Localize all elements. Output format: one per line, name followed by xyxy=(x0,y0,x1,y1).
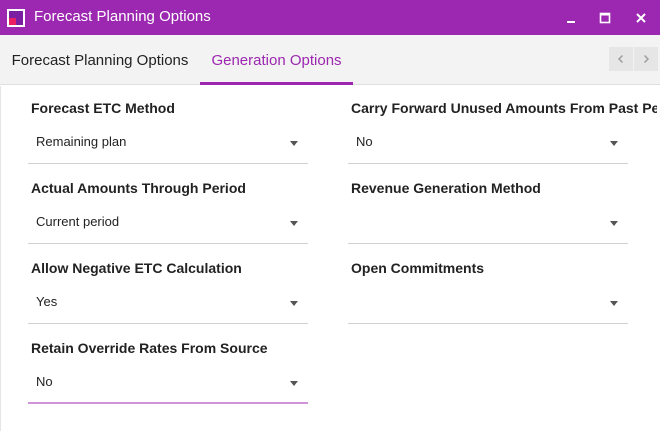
field-label: Carry Forward Unused Amounts From Past P… xyxy=(351,100,657,116)
tab-label: Forecast Planning Options xyxy=(11,51,189,69)
minimize-button[interactable] xyxy=(554,0,588,35)
active-tab-indicator xyxy=(200,82,353,85)
close-button[interactable] xyxy=(624,0,658,35)
select-value: Yes xyxy=(36,294,58,309)
field-label: Allow Negative ETC Calculation xyxy=(31,260,242,276)
field-label: Actual Amounts Through Period xyxy=(31,180,246,196)
app-icon xyxy=(7,9,25,27)
caret-down-icon xyxy=(610,221,618,226)
maximize-icon xyxy=(599,12,611,23)
tab-label: Generation Options xyxy=(211,51,342,69)
window-title: Forecast Planning Options xyxy=(34,8,211,25)
carry-forward-unused-select[interactable]: No xyxy=(348,124,628,164)
field-label: Retain Override Rates From Source xyxy=(31,340,268,356)
field-label: Open Commitments xyxy=(351,260,485,276)
tab-scroll-left-button[interactable] xyxy=(609,47,633,71)
caret-down-icon xyxy=(290,301,298,306)
allow-negative-etc-select[interactable]: Yes xyxy=(28,284,308,324)
retain-override-rates-select[interactable]: No xyxy=(28,364,308,404)
open-commitments-select[interactable] xyxy=(348,284,628,324)
right-column: Carry Forward Unused Amounts From Past P… xyxy=(347,86,657,431)
tab-forecast-planning-options[interactable]: Forecast Planning Options xyxy=(0,35,200,85)
caret-down-icon xyxy=(290,381,298,386)
close-icon xyxy=(636,12,646,23)
forecast-etc-method-select[interactable]: Remaining plan xyxy=(28,124,308,164)
caret-down-icon xyxy=(290,141,298,146)
generation-options-panel: Forecast ETC Method Remaining plan Actua… xyxy=(0,86,660,431)
revenue-generation-method-select[interactable] xyxy=(348,204,628,244)
tab-scroll-right-button[interactable] xyxy=(634,47,658,71)
select-value: No xyxy=(356,134,373,149)
field-label: Forecast ETC Method xyxy=(31,100,175,116)
minimize-icon xyxy=(567,20,575,23)
maximize-button[interactable] xyxy=(588,0,622,35)
tab-generation-options[interactable]: Generation Options xyxy=(200,35,353,85)
caret-down-icon xyxy=(610,141,618,146)
select-value: Current period xyxy=(36,214,120,229)
caret-down-icon xyxy=(290,221,298,226)
tab-bar: Forecast Planning Options Generation Opt… xyxy=(0,35,660,85)
caret-down-icon xyxy=(610,301,618,306)
title-bar: Forecast Planning Options xyxy=(0,0,660,35)
select-value: No xyxy=(36,374,53,389)
field-label: Revenue Generation Method xyxy=(351,180,541,196)
chevron-right-icon xyxy=(643,54,650,64)
select-value: Remaining plan xyxy=(36,134,127,149)
chevron-left-icon xyxy=(617,54,624,64)
actual-amounts-through-period-select[interactable]: Current period xyxy=(28,204,308,244)
